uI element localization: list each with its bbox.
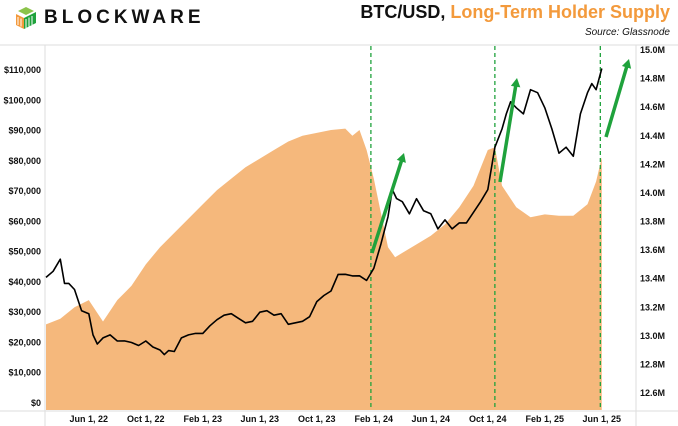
- left-axis-tick: $10,000: [8, 368, 41, 378]
- btc-price-line: [45, 68, 603, 356]
- right-axis-tick: 14.0M: [640, 188, 665, 198]
- green-arrowhead-icon: [621, 59, 632, 69]
- right-axis-tick: 13.6M: [640, 245, 665, 255]
- x-axis-tick: Jun 1, 22: [69, 414, 108, 424]
- right-axis-tick: 15.0M: [640, 45, 665, 55]
- green-arrow-icon: [604, 64, 629, 138]
- title-part1: BTC/USD,: [360, 2, 451, 22]
- x-axis-tick: Feb 1, 24: [354, 414, 393, 424]
- x-axis-tick: Jun 1, 24: [411, 414, 450, 424]
- left-axis-tick: $80,000: [8, 156, 41, 166]
- x-axis-tick: Jun 1, 25: [582, 414, 621, 424]
- left-axis-tick: $40,000: [8, 277, 41, 287]
- left-axis-tick: $90,000: [8, 126, 41, 136]
- left-axis-tick: $20,000: [8, 337, 41, 347]
- x-axis-tick: Feb 1, 25: [525, 414, 564, 424]
- x-axis-tick: Oct 1, 24: [469, 414, 507, 424]
- left-axis-tick: $60,000: [8, 216, 41, 226]
- right-axis-tick: 13.4M: [640, 274, 665, 284]
- right-axis-tick: 14.6M: [640, 102, 665, 112]
- right-axis-tick: 12.6M: [640, 388, 665, 398]
- right-axis-tick: 14.2M: [640, 159, 665, 169]
- right-axis-tick: 12.8M: [640, 359, 665, 369]
- x-axis-tick: Jun 1, 23: [240, 414, 279, 424]
- x-axis-tick: Oct 1, 23: [298, 414, 336, 424]
- brand-name: BLOCKWARE: [44, 7, 205, 28]
- left-axis-tick: $70,000: [8, 186, 41, 196]
- left-axis-tick: $50,000: [8, 247, 41, 257]
- right-axis-tick: 13.0M: [640, 331, 665, 341]
- source-note: Source: Glassnode: [584, 27, 670, 38]
- right-axis-tick: 13.8M: [640, 217, 665, 227]
- lth-supply-area: [46, 128, 602, 410]
- right-axis-tick: 14.4M: [640, 131, 665, 141]
- left-axis-tick: $30,000: [8, 307, 41, 317]
- green-arrow-icon: [370, 158, 404, 254]
- x-axis-tick: Oct 1, 22: [127, 414, 165, 424]
- left-axis-tick: $100,000: [3, 95, 41, 105]
- left-axis-tick: $110,000: [4, 65, 41, 75]
- title-part2: Long-Term Holder Supply: [450, 2, 670, 22]
- green-arrowhead-icon: [510, 78, 521, 88]
- chart-title: BTC/USD, Long-Term Holder Supply: [360, 2, 670, 23]
- green-arrowhead-icon: [396, 153, 406, 163]
- blockware-logo-icon: [16, 7, 36, 29]
- right-axis-tick: 14.8M: [640, 74, 665, 84]
- x-axis-tick: Feb 1, 23: [183, 414, 222, 424]
- green-arrow-icon: [498, 83, 518, 183]
- right-axis-tick: 13.2M: [640, 302, 665, 312]
- left-axis-tick: $0: [31, 398, 41, 408]
